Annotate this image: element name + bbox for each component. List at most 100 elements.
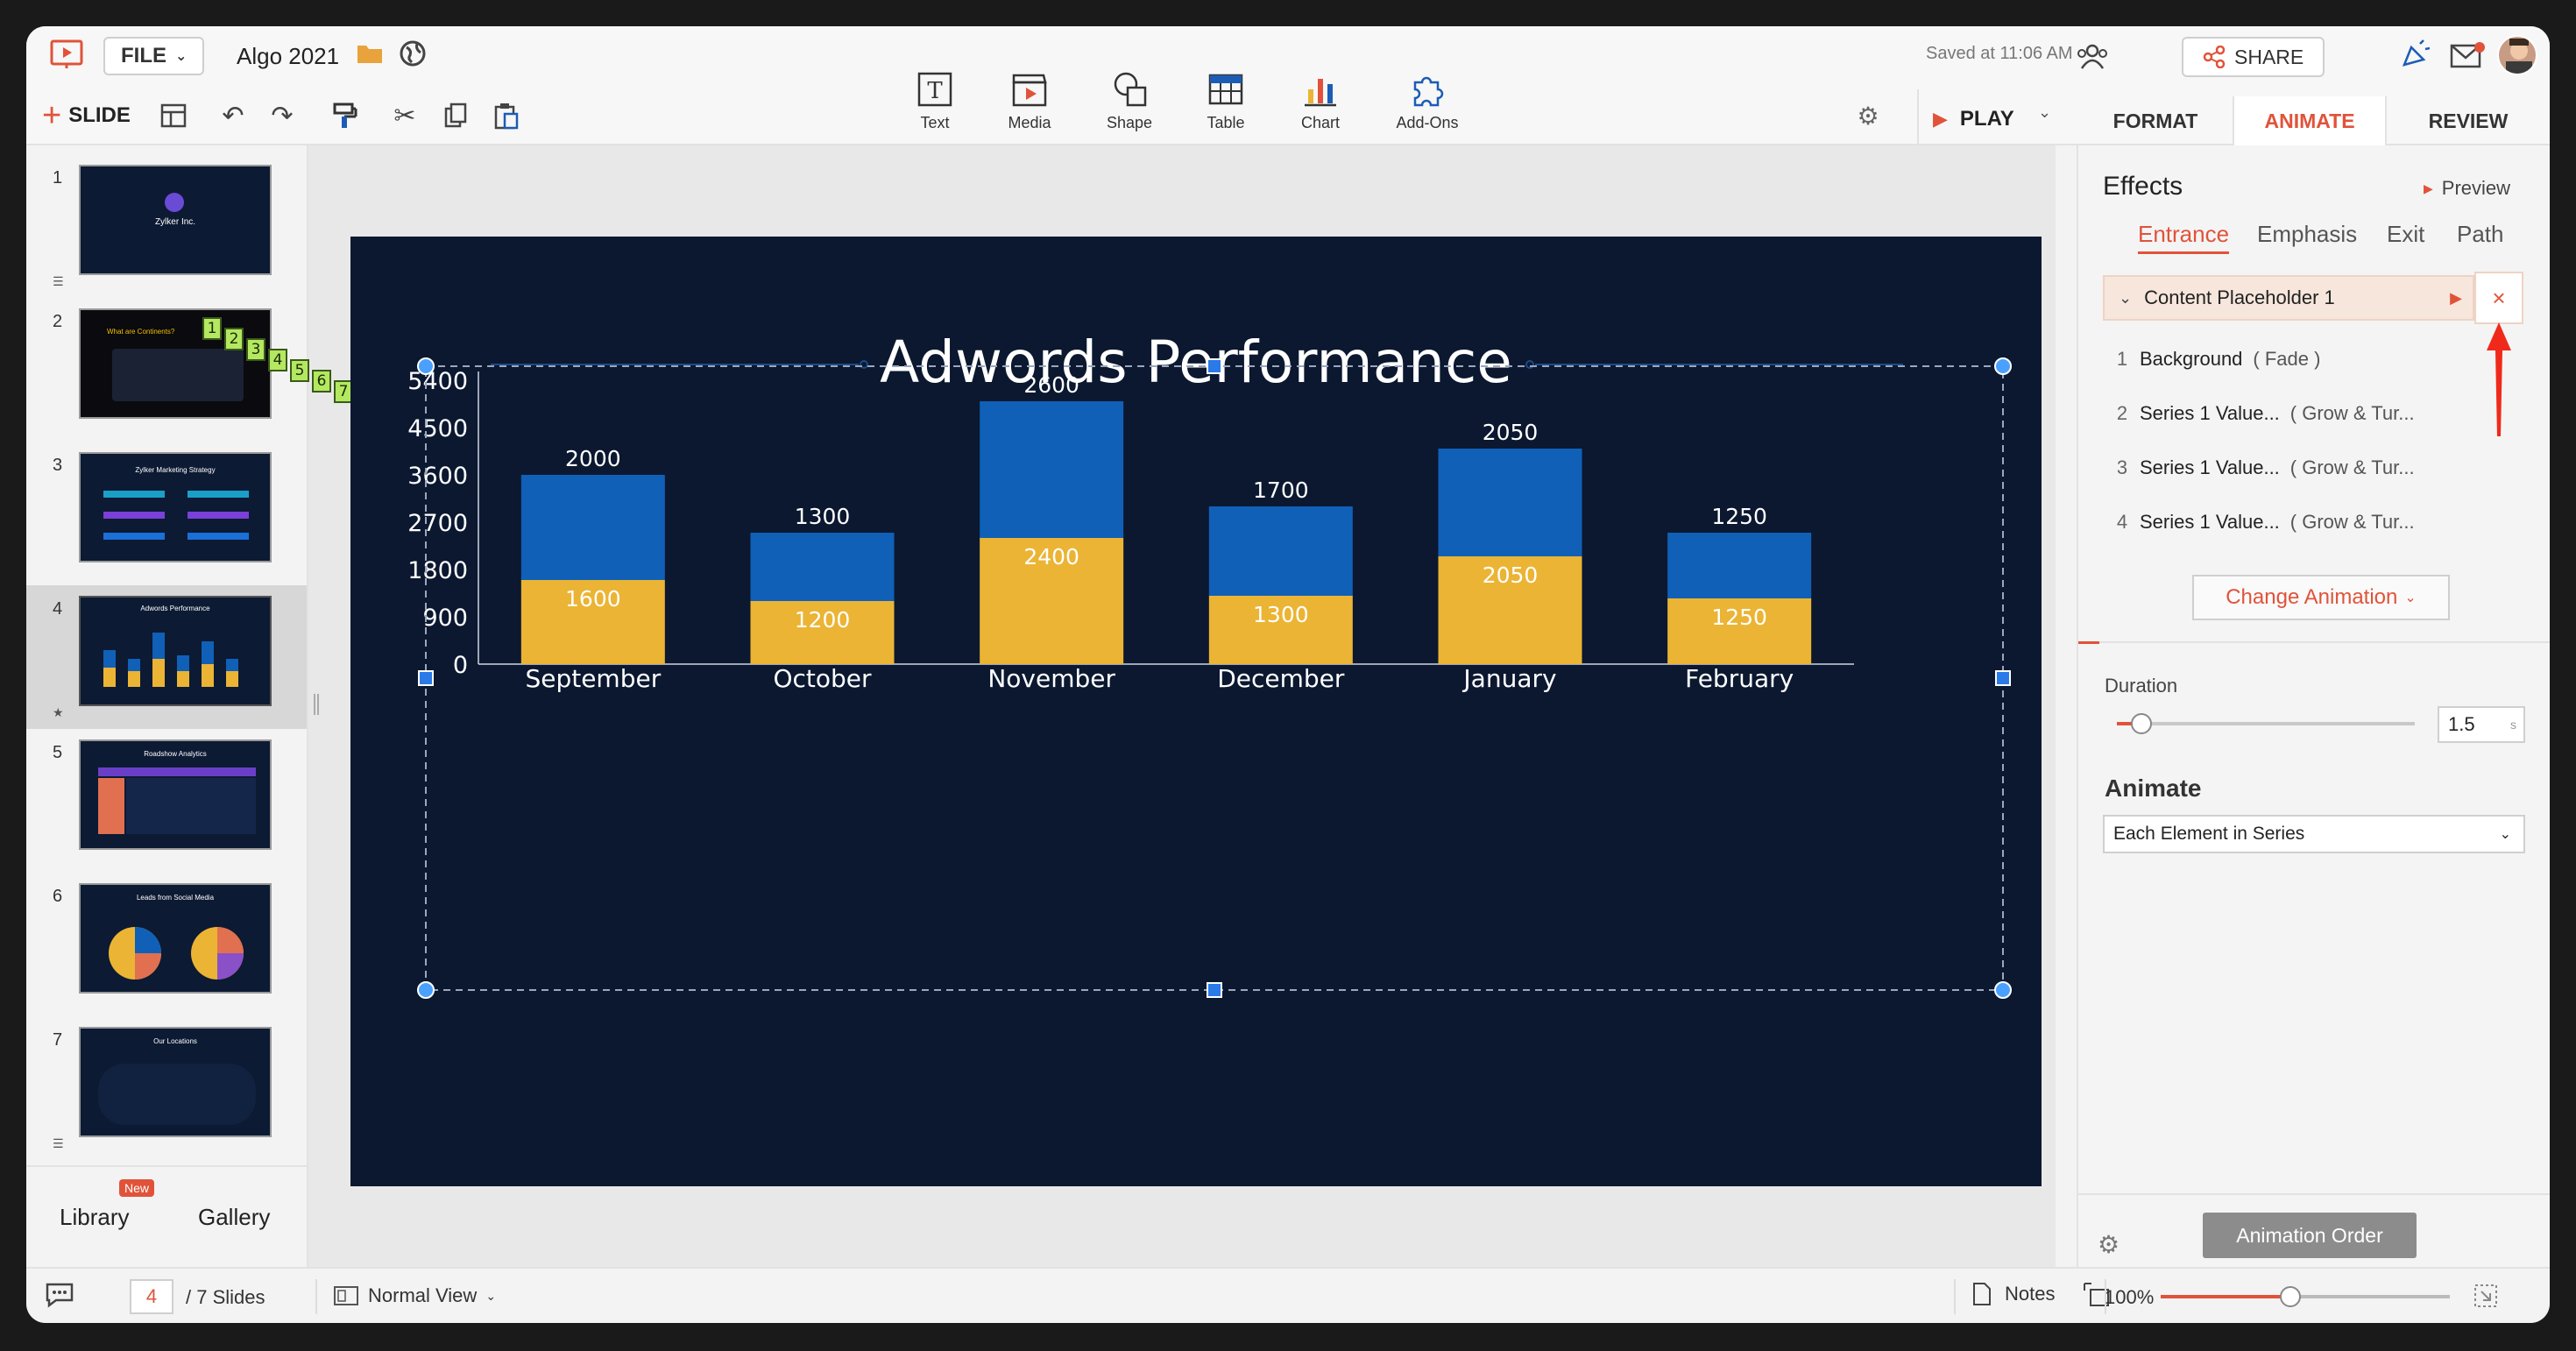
- slide[interactable]: Adwords Performance 0 900 1800 2700 3600 4500…: [350, 237, 2042, 1186]
- thumbnail-preview: Roadshow Analytics: [79, 739, 272, 850]
- tab-entrance[interactable]: Entrance: [2138, 221, 2230, 254]
- panel-resize-handle[interactable]: [314, 694, 319, 715]
- globe-icon[interactable]: [398, 39, 428, 68]
- animation-group-row[interactable]: ⌄ Content Placeholder 1 ▶: [2103, 275, 2474, 321]
- animation-order-tag[interactable]: 5: [290, 359, 309, 382]
- animation-order-tag[interactable]: 2: [224, 328, 244, 350]
- tab-path[interactable]: Path: [2457, 221, 2504, 247]
- app-logo[interactable]: [49, 39, 84, 70]
- redo-icon[interactable]: ↷: [271, 101, 294, 131]
- add-slide-button[interactable]: + SLIDE: [42, 96, 131, 135]
- change-animation-button[interactable]: Change Animation ⌄: [2192, 575, 2450, 620]
- y-tick-label: 5400: [407, 368, 468, 395]
- thumbnail-slide-5[interactable]: 5 Roadshow Analytics: [26, 729, 307, 873]
- chart-bar: [750, 601, 895, 664]
- layout-icon[interactable]: [154, 96, 193, 135]
- animation-order-button[interactable]: Animation Order: [2203, 1213, 2417, 1258]
- user-avatar[interactable]: [2497, 35, 2537, 75]
- insert-addons-button[interactable]: Add-Ons: [1388, 70, 1467, 132]
- duration-slider-handle[interactable]: [2131, 713, 2152, 734]
- animation-order-tag[interactable]: 1: [202, 317, 222, 340]
- data-label: 1300: [795, 504, 851, 529]
- duration-input[interactable]: 1.5 s: [2438, 706, 2525, 743]
- comments-icon[interactable]: [44, 1279, 75, 1314]
- y-tick-label: 3600: [407, 463, 468, 490]
- zoom-slider-track[interactable]: [2161, 1286, 2450, 1307]
- thumbnail-slide-7[interactable]: 7 Our Locations ☰: [26, 1016, 307, 1160]
- data-label: 2400: [1023, 544, 1079, 569]
- notifications-icon[interactable]: [2397, 39, 2432, 72]
- x-tick-label: September: [525, 664, 661, 693]
- animation-order-tag[interactable]: 3: [246, 338, 265, 361]
- effect-item[interactable]: 4 Series 1 Value... ( Grow & Tur...: [2105, 498, 2490, 547]
- slide-settings-icon[interactable]: ⚙: [1857, 102, 1879, 130]
- effects-heading: Effects: [2103, 172, 2183, 201]
- cut-icon[interactable]: ✂: [393, 101, 416, 131]
- insert-text-button[interactable]: T Text: [895, 70, 974, 132]
- thumbnail-slide-3[interactable]: 3 Zylker Marketing Strategy: [26, 442, 307, 585]
- zoom-slider-handle[interactable]: [2280, 1286, 2301, 1307]
- resize-handle-edge[interactable]: [1207, 982, 1222, 998]
- resize-handle-edge[interactable]: [418, 670, 434, 686]
- animation-order-tag[interactable]: 4: [268, 349, 287, 371]
- fit-slide-icon[interactable]: [2082, 1281, 2112, 1314]
- collaborators-icon[interactable]: [2073, 40, 2112, 72]
- undo-icon[interactable]: ↶: [222, 101, 244, 131]
- file-menu-button[interactable]: FILE ⌄: [103, 37, 205, 75]
- preview-button[interactable]: ▶ Preview: [2424, 177, 2511, 199]
- thumbnail-slide-4[interactable]: 4 Adwords Performance ★: [26, 585, 307, 729]
- new-badge: New: [119, 1179, 155, 1197]
- resize-handle-corner[interactable]: [417, 981, 435, 999]
- share-button[interactable]: SHARE: [2182, 37, 2325, 77]
- resize-handle-edge[interactable]: [1207, 358, 1222, 374]
- resize-handle-edge[interactable]: [1995, 670, 2011, 686]
- insert-chart-button[interactable]: Chart: [1281, 70, 1360, 132]
- chart-selection-box[interactable]: [417, 357, 2012, 999]
- tab-exit[interactable]: Exit: [2387, 221, 2425, 247]
- insert-table-button[interactable]: Table: [1186, 70, 1265, 132]
- effect-item[interactable]: 3 Series 1 Value... ( Grow & Tur...: [2105, 443, 2490, 492]
- duration-unit: s: [2510, 718, 2516, 732]
- thumbnail-slide-1[interactable]: 1 Zylker Inc. ☰: [26, 154, 307, 298]
- resize-handle-corner[interactable]: [1994, 981, 2012, 999]
- notes-button[interactable]: Notes: [1971, 1281, 2055, 1307]
- tab-review[interactable]: REVIEW: [2428, 109, 2509, 132]
- paste-icon[interactable]: [487, 96, 526, 135]
- tab-animate[interactable]: ANIMATE: [2233, 96, 2387, 145]
- tab-emphasis[interactable]: Emphasis: [2257, 221, 2358, 247]
- resize-handle-corner[interactable]: [1994, 357, 2012, 375]
- format-painter-icon[interactable]: [326, 96, 364, 135]
- play-button[interactable]: ▶ PLAY: [1933, 102, 2014, 137]
- gallery-button[interactable]: Gallery: [198, 1204, 271, 1230]
- thumbnail-slide-2[interactable]: 2 What are Continents?: [26, 298, 307, 442]
- insert-shape-button[interactable]: Shape: [1090, 70, 1169, 132]
- annotation-arrow-icon: [2487, 322, 2511, 436]
- play-group-icon[interactable]: ▶: [2450, 288, 2462, 307]
- library-button[interactable]: Library: [60, 1204, 130, 1230]
- resize-handle-corner[interactable]: [417, 357, 435, 375]
- animation-settings-icon[interactable]: ⚙: [2098, 1231, 2120, 1258]
- file-label: FILE: [121, 44, 166, 67]
- play-options-chevron-icon[interactable]: ⌄: [2038, 103, 2052, 121]
- copy-icon[interactable]: [436, 96, 475, 135]
- view-mode-select[interactable]: Normal View ⌄: [333, 1284, 496, 1307]
- thumbnail-preview: Our Locations: [79, 1027, 272, 1137]
- effect-item[interactable]: 2 Series 1 Value... ( Grow & Tur...: [2105, 389, 2490, 438]
- effect-item[interactable]: 1 Background ( Fade ): [2105, 335, 2490, 384]
- document-title[interactable]: Algo 2021: [237, 42, 340, 69]
- animation-order-tag[interactable]: 6: [312, 370, 331, 393]
- remove-animation-close-icon[interactable]: ×: [2474, 272, 2523, 324]
- tab-format[interactable]: FORMAT: [2112, 109, 2198, 132]
- duration-slider-track[interactable]: [2117, 713, 2415, 734]
- data-label: 1300: [1253, 602, 1309, 627]
- slide-title[interactable]: Adwords Performance: [880, 329, 1512, 396]
- insert-media-button[interactable]: Media: [990, 70, 1069, 132]
- effect-target-name: Series 1 Value...: [2140, 456, 2280, 478]
- fullscreen-icon[interactable]: [2473, 1283, 2499, 1314]
- animate-sequence-select[interactable]: Each Element in Series ⌄: [2103, 815, 2525, 853]
- current-slide-input[interactable]: 4: [130, 1279, 173, 1314]
- chart-svg: Adwords Performance 0 900 1800 2700 3600 4500…: [407, 329, 2012, 999]
- feedback-mail-icon[interactable]: [2448, 40, 2487, 70]
- folder-icon[interactable]: [356, 40, 384, 67]
- thumbnail-slide-6[interactable]: 6 Leads from Social Media: [26, 873, 307, 1016]
